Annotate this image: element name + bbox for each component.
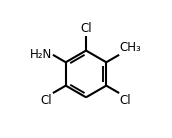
Text: Cl: Cl	[80, 22, 92, 35]
Text: Cl: Cl	[120, 94, 131, 107]
Text: Cl: Cl	[41, 94, 52, 107]
Text: H₂N: H₂N	[30, 48, 52, 61]
Text: CH₃: CH₃	[120, 41, 141, 54]
